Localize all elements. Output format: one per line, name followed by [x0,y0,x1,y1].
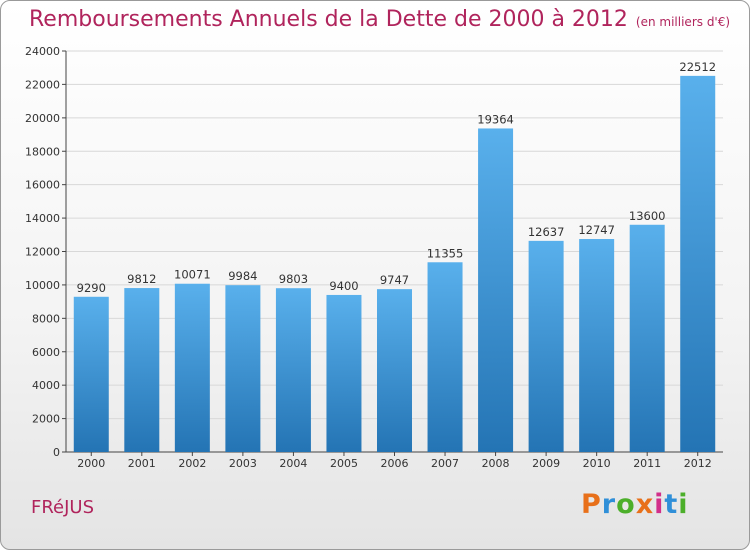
y-tick-label: 8000 [32,312,60,325]
value-label-2005: 9400 [329,279,358,293]
x-tick-label-2010: 2010 [583,457,611,470]
bar-2000 [73,296,109,452]
value-label-2012: 22512 [679,60,716,74]
value-label-2006: 9747 [380,273,409,287]
value-label-2002: 10071 [174,268,211,282]
value-label-2000: 9290 [77,281,106,295]
x-tick-label-2009: 2009 [532,457,560,470]
value-label-2010: 12747 [578,223,615,237]
x-tick-label-2004: 2004 [279,457,307,470]
y-tick-label: 20000 [25,112,60,125]
value-label-2009: 12637 [528,225,565,239]
logo-letter: o [616,489,636,520]
y-tick-label: 24000 [25,45,60,58]
x-tick-label-2007: 2007 [431,457,459,470]
x-tick-label-2005: 2005 [330,457,358,470]
y-tick-label: 0 [53,446,60,459]
bar-2001 [124,288,160,452]
logo-letter: i [678,489,689,520]
axes: 0 2000 4000 6000 8000 10000 12000 14000 16000 180… [25,45,723,470]
y-tick-label: 18000 [25,145,60,158]
value-label-2008: 19364 [477,112,514,126]
chart-title: Remboursements Annuels de la Dette de 20… [29,7,730,32]
proxiti-logo[interactable]: Proxiti [581,489,689,520]
bar-2007 [427,262,463,452]
bar-2010 [579,239,615,452]
y-tick-label: 16000 [25,179,60,192]
bars [73,75,716,452]
unit-label: (en milliers d'€) [635,15,731,29]
logo-letter: x [635,489,655,520]
x-tick-label-2012: 2012 [684,457,712,470]
bar-2011 [629,224,665,452]
title-text: Remboursements Annuels de la Dette de 20… [29,7,628,32]
y-tick-label: 14000 [25,212,60,225]
logo-letter: i [654,489,665,520]
bar-2002 [174,283,210,452]
x-tick-label-2008: 2008 [482,457,510,470]
bar-2003 [225,285,261,452]
bar-2005 [326,294,362,452]
x-tick-label-2011: 2011 [633,457,661,470]
logo-letter: P [581,489,602,520]
bar-2006 [377,289,412,452]
x-tick-label-2000: 2000 [77,457,105,470]
value-label-2007: 11355 [427,246,464,260]
logo-letter: t [664,489,679,520]
x-tick-label-2006: 2006 [381,457,409,470]
y-tick-label: 4000 [32,379,60,392]
logo-letter: r [601,489,617,520]
x-tick-label-2003: 2003 [229,457,257,470]
bar-2009 [528,240,564,452]
bar-2008 [478,128,514,452]
value-label-2001: 9812 [127,272,156,286]
y-tick-label: 22000 [25,78,60,91]
value-label-2004: 9803 [279,272,308,286]
city-name: FRéJUS [31,497,95,518]
value-labels: 9290 9812 10071 9984 9803 9400 9747 11355 19364 1… [77,60,716,295]
y-tick-label: 12000 [25,246,60,259]
value-label-2003: 9984 [228,269,257,283]
x-tick-label-2002: 2002 [178,457,206,470]
value-label-2011: 13600 [629,209,666,223]
x-tick-label-2001: 2001 [128,457,156,470]
y-tick-label: 2000 [32,413,60,426]
y-tick-label: 6000 [32,346,60,359]
bar-2012 [680,75,716,452]
y-tick-label: 10000 [25,279,60,292]
bar-2004 [275,288,311,452]
